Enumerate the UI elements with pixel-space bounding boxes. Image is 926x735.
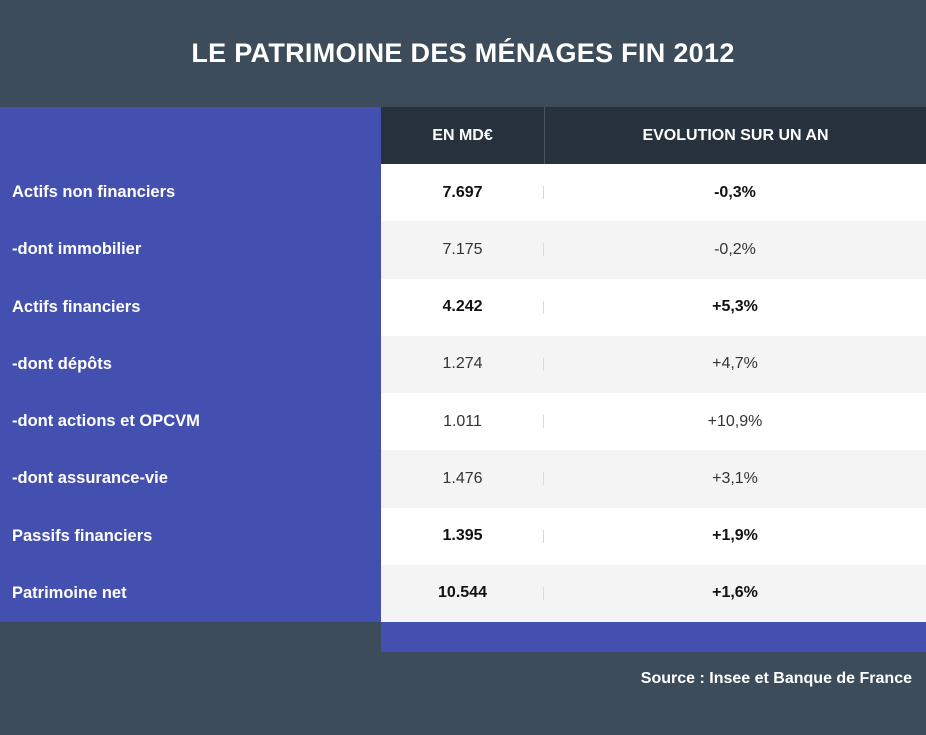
row-value: 1.395 (381, 507, 544, 565)
row-label: -dont dépôts (12, 354, 112, 373)
row-label: -dont immobilier (12, 240, 142, 259)
row-label: Actifs financiers (12, 297, 141, 316)
table-row: Patrimoine net 10.544 +1,6% (0, 564, 926, 622)
table-body: Actifs non financiers 7.697 -0,3% -dont imm… (0, 164, 926, 622)
row-value: 1.011 (381, 393, 544, 451)
data-table: EN MD€ EVOLUTION SUR UN AN Actifs non fi… (0, 107, 926, 652)
row-label: Patrimoine net (12, 583, 127, 602)
source-note: Source : Insee et Banque de France (640, 670, 912, 687)
row-value: 4.242 (381, 278, 544, 336)
table-row: Actifs non financiers 7.697 -0,3% (0, 164, 926, 222)
table-row: Actifs financiers 4.242 +5,3% (0, 278, 926, 336)
row-value: 7.175 (381, 221, 544, 279)
row-value: 1.274 (381, 335, 544, 393)
row-evolution: +3,1% (544, 450, 926, 508)
table-header: EN MD€ EVOLUTION SUR UN AN (381, 107, 926, 164)
table-row: Passifs financiers 1.395 +1,9% (0, 507, 926, 565)
column-header-evolution: EVOLUTION SUR UN AN (642, 126, 829, 144)
row-evolution: +1,6% (544, 564, 926, 622)
table-footer-bar (381, 622, 926, 652)
row-label: Passifs financiers (12, 526, 153, 545)
row-evolution: +4,7% (544, 335, 926, 393)
row-label: -dont actions et OPCVM (12, 412, 200, 431)
page-title: LE PATRIMOINE DES MÉNAGES FIN 2012 (191, 38, 735, 68)
table-row: -dont dépôts 1.274 +4,7% (0, 335, 926, 393)
row-evolution: +5,3% (544, 278, 926, 336)
column-header-value: EN MD€ (381, 107, 545, 164)
table-row: -dont immobilier 7.175 -0,2% (0, 221, 926, 279)
row-value: 7.697 (381, 164, 544, 222)
row-evolution: -0,3% (544, 164, 926, 222)
row-evolution: +10,9% (544, 393, 926, 451)
row-value: 10.544 (381, 564, 544, 622)
row-value: 1.476 (381, 450, 544, 508)
row-evolution: -0,2% (544, 221, 926, 279)
label-column-background (0, 107, 381, 622)
row-evolution: +1,9% (544, 507, 926, 565)
table-row: -dont assurance-vie 1.476 +3,1% (0, 450, 926, 508)
table-row: -dont actions et OPCVM 1.011 +10,9% (0, 393, 926, 451)
row-label: Actifs non financiers (12, 183, 176, 202)
row-label: -dont assurance-vie (12, 469, 168, 488)
